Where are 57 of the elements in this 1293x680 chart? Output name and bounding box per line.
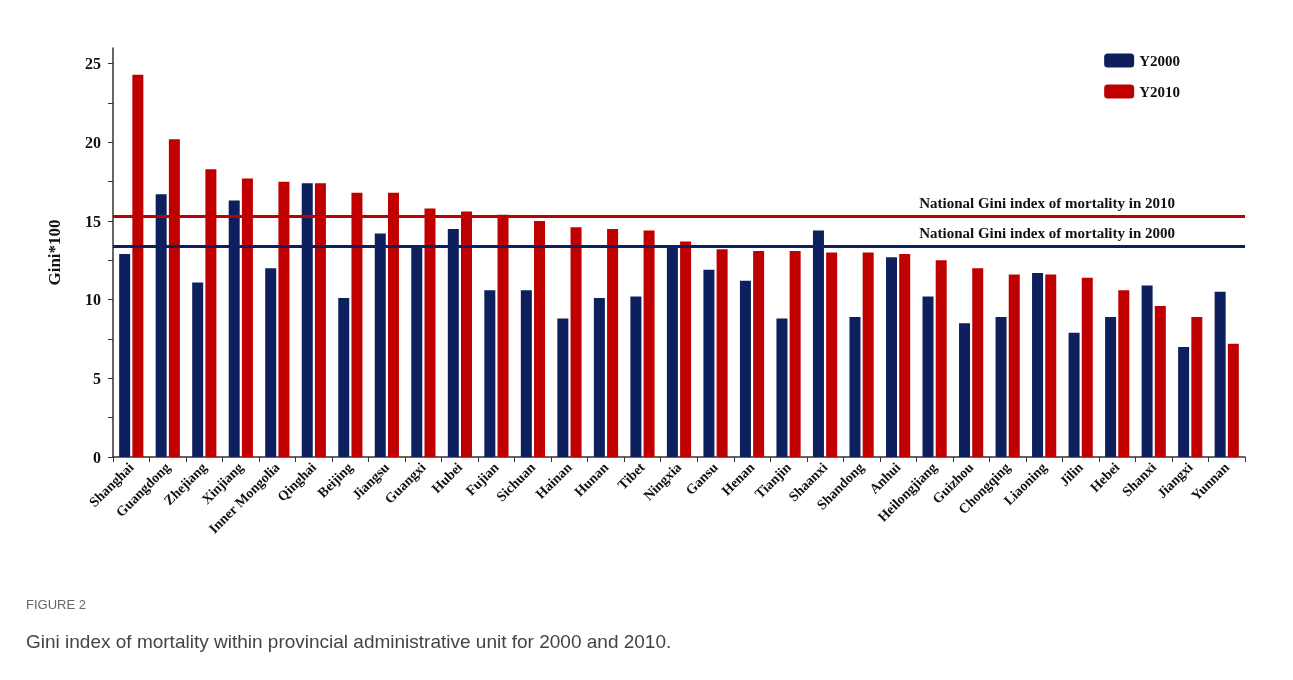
- bar: [630, 296, 642, 457]
- bar: [570, 227, 582, 457]
- y-tick-label: 20: [85, 133, 101, 151]
- bar: [716, 249, 728, 457]
- bar: [534, 221, 546, 457]
- y-tick-label: 0: [93, 448, 101, 466]
- y-tick-label: 25: [85, 55, 101, 73]
- bar: [1081, 277, 1093, 457]
- bar: [703, 269, 715, 457]
- bar: [972, 268, 984, 457]
- y-tick-label: 5: [93, 369, 101, 387]
- bar: [1045, 274, 1057, 457]
- y-tick-label: 15: [85, 212, 101, 230]
- bar: [192, 282, 204, 457]
- bar: [643, 230, 655, 457]
- ref-line-label: National Gini index of mortality in 2000: [919, 224, 1175, 241]
- legend-label: Y2010: [1139, 83, 1181, 100]
- bar: [1008, 274, 1020, 457]
- bar: [1068, 332, 1080, 457]
- bar: [1191, 317, 1203, 457]
- y-tick-label: 10: [85, 291, 101, 309]
- bar: [265, 268, 277, 457]
- bar: [1227, 343, 1239, 457]
- bar: [862, 252, 874, 457]
- bar: [935, 260, 947, 457]
- bar: [1154, 305, 1166, 457]
- bar: [776, 318, 788, 457]
- x-tick-label: Jilin: [1056, 459, 1087, 489]
- bar: [753, 250, 765, 457]
- text: Gini index of mortality within provincial administrative unit for 2000 and 2010.: [26, 631, 672, 652]
- ref-line-label: National Gini index of mortality in 2010: [919, 194, 1175, 211]
- bar: [886, 257, 897, 457]
- bar: [520, 290, 532, 457]
- bar: [849, 317, 861, 457]
- bar: [1141, 285, 1153, 457]
- bar: [899, 254, 911, 457]
- bar: [1032, 272, 1044, 457]
- bar: [557, 318, 569, 457]
- bar: [119, 254, 131, 457]
- bar: [484, 290, 496, 457]
- bar: [739, 280, 751, 457]
- bar: [607, 228, 619, 457]
- bar: [338, 298, 350, 457]
- bar: [1178, 346, 1190, 457]
- bar: [1105, 317, 1117, 457]
- bar: [826, 252, 838, 457]
- bar: [593, 298, 605, 457]
- bar: [789, 250, 801, 457]
- bar: [1214, 291, 1226, 457]
- bar: [1118, 290, 1130, 457]
- legend-label: Y2000: [1139, 52, 1181, 69]
- bar: [959, 323, 971, 457]
- y-axis-title: Gini*100: [45, 219, 64, 286]
- caption: FIGURE 2: [26, 597, 86, 612]
- bar: [922, 296, 934, 457]
- bar: [995, 317, 1007, 457]
- bar: [680, 241, 692, 457]
